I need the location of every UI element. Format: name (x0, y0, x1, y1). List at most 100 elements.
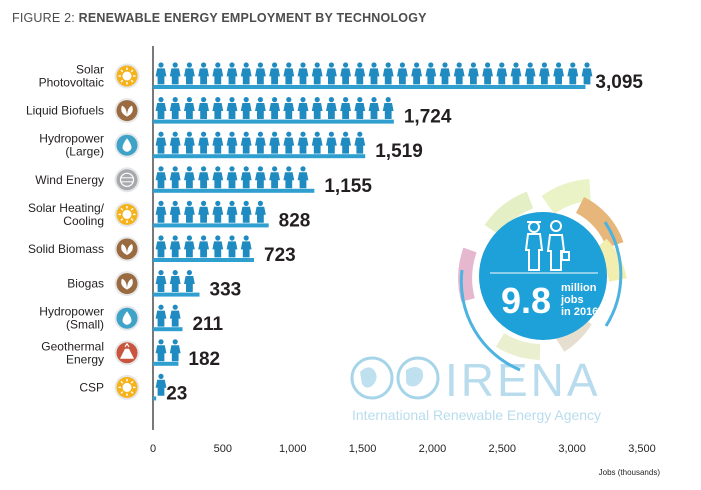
person-icon (340, 131, 351, 154)
person-icon (439, 62, 451, 85)
person-icon (226, 97, 238, 119)
person-icon (184, 270, 195, 292)
person-icon (212, 166, 224, 189)
leaf-icon (114, 98, 140, 124)
value-label: 182 (188, 349, 220, 370)
person-icon (212, 97, 224, 119)
person-icon (184, 235, 195, 258)
person-icon (184, 97, 195, 119)
category-label: Solid Biomass (28, 242, 104, 256)
figure-heading: RENEWABLE ENERGY EMPLOYMENT BY TECHNOLOG… (78, 11, 427, 25)
person-icon (155, 373, 167, 396)
person-icon (311, 97, 323, 119)
chart-row: Solid Biomass 723 (28, 235, 296, 266)
person-icon (226, 131, 238, 154)
person-icon (198, 97, 210, 119)
chart-row: Geothermal Energy 182 (41, 339, 220, 370)
person-icon (226, 235, 238, 258)
category-label: Solar Photovoltaic (39, 63, 104, 90)
person-icon (283, 166, 295, 189)
callout-arc (458, 247, 477, 302)
person-icon (240, 131, 252, 154)
sun-icon (114, 201, 140, 227)
person-icon (411, 62, 422, 85)
person-icon (169, 200, 181, 223)
chart-row: Liquid Biofuels 1,724 (26, 97, 452, 128)
bar (153, 396, 157, 401)
person-icon (283, 62, 295, 85)
value-label: 723 (264, 245, 296, 266)
person-icon (354, 62, 366, 85)
callout-arc (495, 333, 541, 360)
person-icon (482, 62, 493, 85)
leaf-icon (114, 271, 140, 297)
callout-number: 9.8 (501, 280, 551, 321)
person-icon (297, 97, 309, 119)
person-icon (354, 131, 366, 154)
value-label: 1,724 (404, 107, 452, 128)
sun-icon (114, 374, 140, 400)
category-label: Liquid Biofuels (26, 104, 104, 118)
water-drop-icon (114, 132, 140, 158)
chart-row: Hydropower (Small) 211 (39, 304, 224, 335)
person-icon (311, 62, 323, 85)
logo-globe-shape (360, 367, 377, 388)
workers-icon (524, 220, 570, 271)
person-icon (297, 131, 309, 154)
person-icon (212, 235, 224, 258)
person-icon (155, 131, 167, 154)
value-label: 3,095 (595, 72, 643, 93)
person-icon (240, 97, 252, 119)
person-icon (255, 200, 266, 223)
bar (153, 223, 269, 228)
person-icon (510, 62, 522, 85)
person-icon (283, 131, 295, 154)
person-icon (226, 62, 238, 85)
person-icon (283, 97, 295, 119)
logo-tagline: International Renewable Energy Agency (352, 407, 601, 423)
value-label: 1,155 (324, 176, 372, 197)
person-icon (269, 62, 280, 85)
person-icon (538, 62, 550, 85)
person-icon (240, 62, 252, 85)
callout-line-2: jobs (560, 294, 584, 306)
person-icon (169, 235, 181, 258)
chart-row: Solar Heating/Cooling 828 (28, 200, 311, 231)
person-icon (198, 131, 210, 154)
category-label: Geothermal Energy (41, 339, 104, 366)
x-ticks: 0 500 1,000 1,500 2,000 2,500 3,000 3,500 Jobs (… (150, 443, 660, 477)
value-label: 333 (210, 280, 242, 301)
person-icon (169, 131, 181, 154)
person-icon (240, 166, 252, 189)
person-icon (382, 97, 394, 119)
value-label: 828 (279, 210, 311, 231)
x-tick-label: 3,500 (628, 443, 656, 455)
person-icon (169, 166, 181, 189)
callout-arc (484, 191, 534, 236)
logo-globe-shape-2 (406, 367, 424, 387)
person-icon (198, 62, 210, 85)
person-icon (255, 62, 266, 85)
category-label: Solar Heating/Cooling (28, 201, 105, 228)
person-icon (226, 200, 238, 223)
bar (153, 361, 179, 366)
person-icon (567, 62, 579, 85)
bar (153, 85, 586, 89)
callout-line-1: million (561, 282, 597, 294)
bar (153, 119, 394, 124)
person-icon (184, 62, 195, 85)
category-label: Hydropower (Large) (39, 132, 104, 159)
person-icon (269, 97, 280, 119)
logo-ring-left (350, 356, 394, 400)
x-tick-label: 3,000 (558, 443, 586, 455)
callout-outer-ring (603, 221, 623, 327)
person-icon (212, 131, 224, 154)
bar (153, 327, 183, 332)
value-label: 211 (192, 314, 223, 335)
logo-wordmark: IRENA (445, 354, 601, 406)
callout-arc (541, 179, 592, 215)
person-icon (212, 62, 224, 85)
person-icon (198, 200, 210, 223)
person-icon (212, 200, 224, 223)
chart-row: CSP 23 (79, 373, 187, 404)
